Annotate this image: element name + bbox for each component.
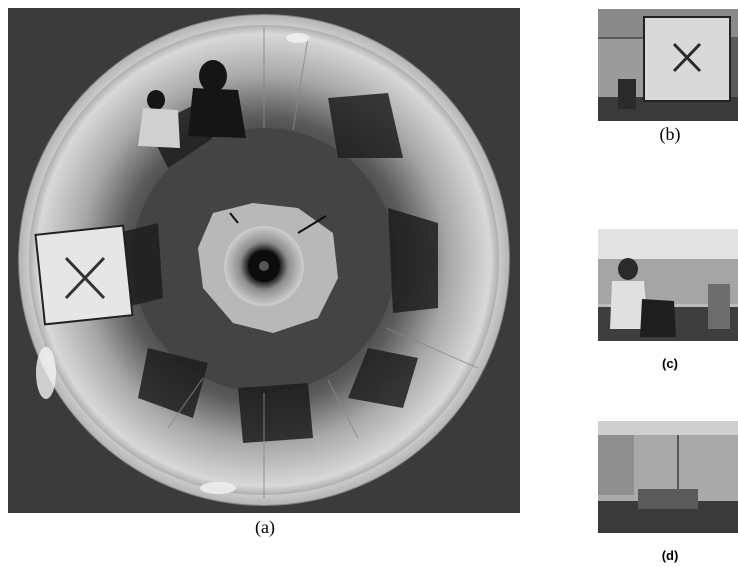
perspective-view-room (598, 421, 738, 533)
caption-b: (b) (659, 124, 681, 144)
caption-d: (d) (661, 548, 679, 563)
perspective-view-person (598, 229, 738, 341)
panel-b-image (598, 9, 738, 121)
panel-d-image (598, 421, 738, 533)
panel-c-image (598, 229, 738, 341)
caption-a: (a) (255, 517, 275, 537)
panel-a-image (8, 8, 520, 513)
omnidirectional-image (8, 8, 520, 513)
perspective-view-board (598, 9, 738, 121)
caption-c: (c) (662, 356, 678, 371)
